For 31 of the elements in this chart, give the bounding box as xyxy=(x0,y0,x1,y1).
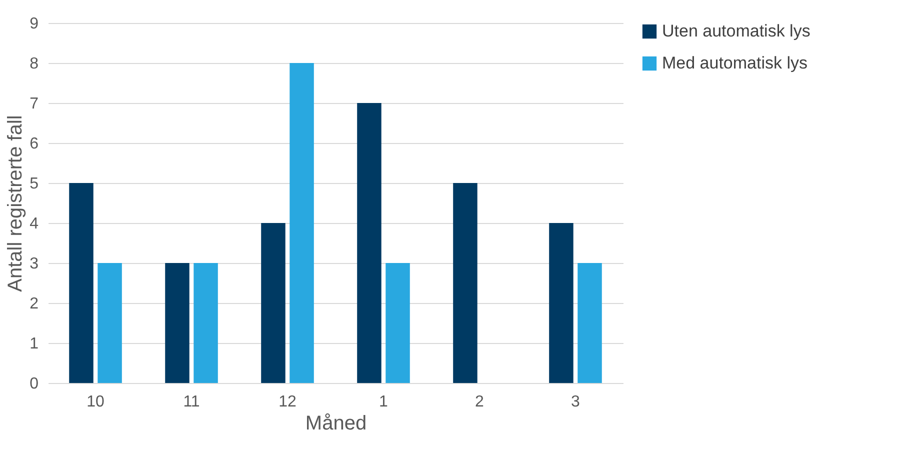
y-tick-label: 8 xyxy=(30,56,39,72)
bar xyxy=(453,183,478,383)
x-tick-label: 3 xyxy=(571,394,580,410)
y-tick-label: 3 xyxy=(30,256,39,272)
bar xyxy=(98,263,122,383)
bar xyxy=(578,263,602,383)
bar xyxy=(165,263,190,383)
x-tick-label: 10 xyxy=(86,394,105,410)
y-axis-title: Antall registrerte fall xyxy=(4,115,27,292)
y-tick-label: 5 xyxy=(30,176,39,192)
legend-label: Uten automatisk lys xyxy=(662,22,810,40)
y-tick-label: 9 xyxy=(30,16,39,32)
y-tick-label: 7 xyxy=(30,96,39,112)
y-tick-label: 4 xyxy=(30,216,39,232)
bar xyxy=(290,63,314,383)
bar xyxy=(261,223,286,383)
bar xyxy=(194,263,218,383)
y-tick-label: 6 xyxy=(30,136,39,152)
legend-label: Med automatisk lys xyxy=(662,54,808,72)
y-tick-label: 0 xyxy=(30,376,39,392)
bar xyxy=(386,263,410,383)
bar xyxy=(69,183,94,383)
bar xyxy=(357,103,382,383)
x-tick-label: 11 xyxy=(183,394,200,410)
y-tick-label: 1 xyxy=(30,336,39,352)
x-tick-label: 1 xyxy=(379,394,388,410)
x-tick-label: 12 xyxy=(278,394,297,410)
y-tick-label: 2 xyxy=(30,296,39,312)
x-axis-title: Måned xyxy=(305,412,367,434)
x-tick-label: 2 xyxy=(475,394,484,410)
bar xyxy=(549,223,574,383)
